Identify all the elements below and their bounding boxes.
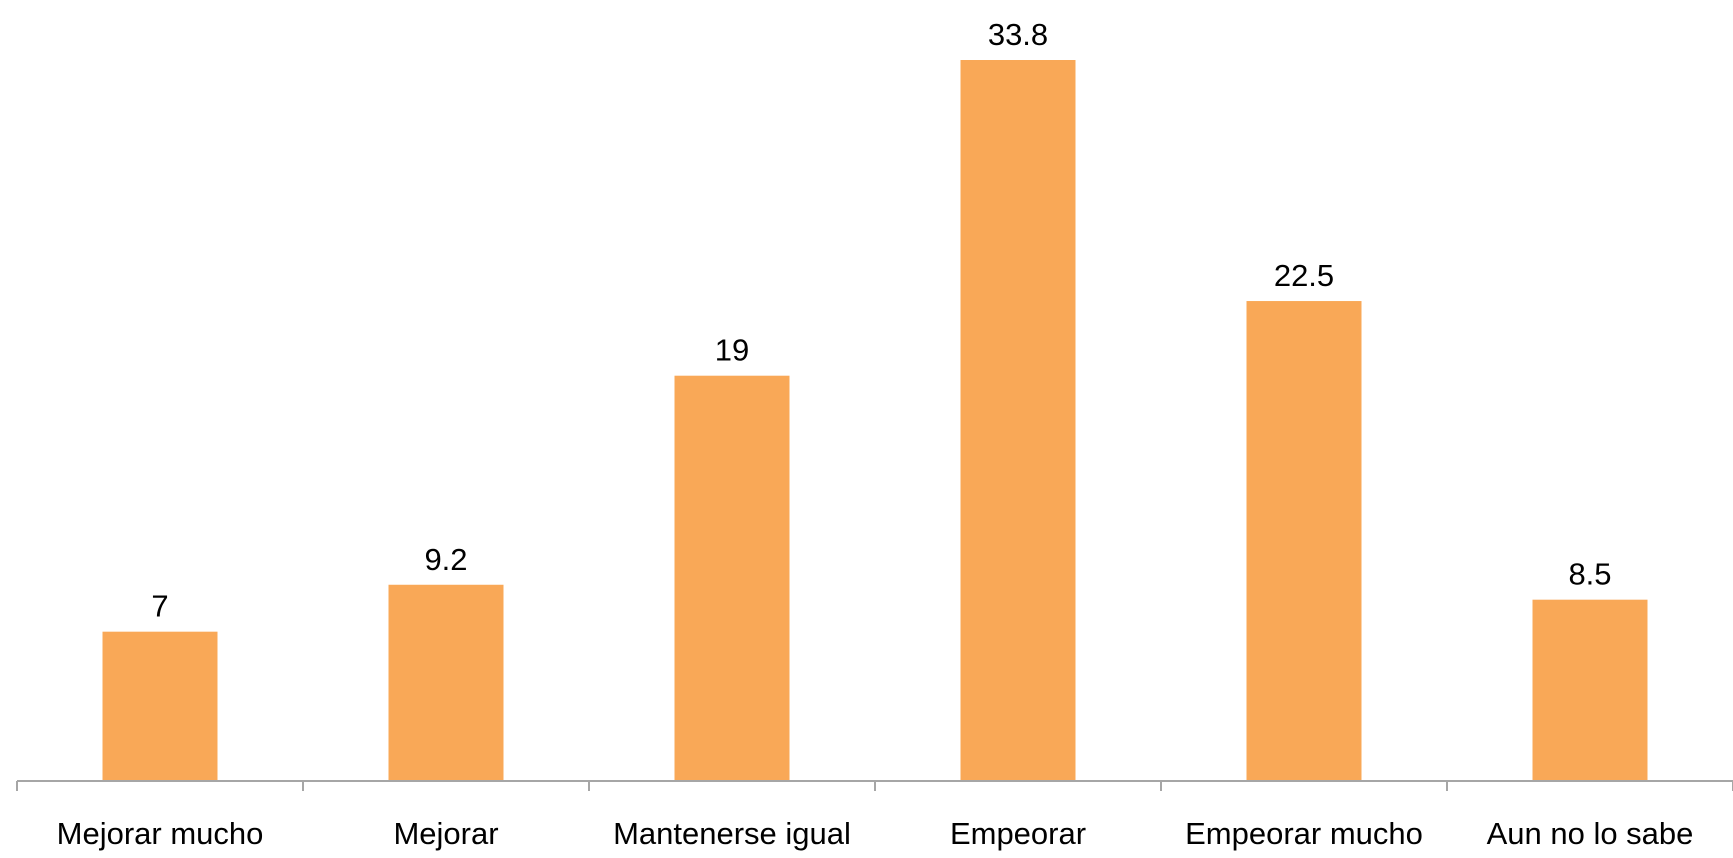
x-tick-label: Mejorar <box>393 816 498 851</box>
x-tick-label: Aun no lo sabe <box>1487 816 1694 851</box>
data-label: 7 <box>151 589 168 624</box>
data-labels-layer: 7 9.2 19 33.8 22.5 8.5 <box>151 17 1611 624</box>
x-tick-label: Mejorar mucho <box>57 816 264 851</box>
data-label: 8.5 <box>1568 557 1611 592</box>
bar-mejorar-mucho <box>102 631 218 781</box>
data-label: 22.5 <box>1274 258 1334 293</box>
bar-mantenerse-igual <box>674 375 790 781</box>
x-tick-label: Empeorar mucho <box>1185 816 1423 851</box>
bar-mejorar <box>388 584 504 781</box>
data-label: 19 <box>715 333 749 368</box>
x-tick-label: Mantenerse igual <box>613 816 851 851</box>
bar-empeorar <box>960 60 1076 781</box>
bar-aun-no-lo-sabe <box>1532 599 1648 781</box>
x-axis <box>16 780 1733 791</box>
x-tick-labels-layer: Mejorar mucho Mejorar Mantenerse igual Empe… <box>57 816 1694 851</box>
data-label: 9.2 <box>424 542 467 577</box>
bar-empeorar-mucho <box>1246 301 1362 781</box>
bars-layer <box>102 60 1648 781</box>
x-tick-label: Empeorar <box>950 816 1086 851</box>
data-label: 33.8 <box>988 17 1048 52</box>
